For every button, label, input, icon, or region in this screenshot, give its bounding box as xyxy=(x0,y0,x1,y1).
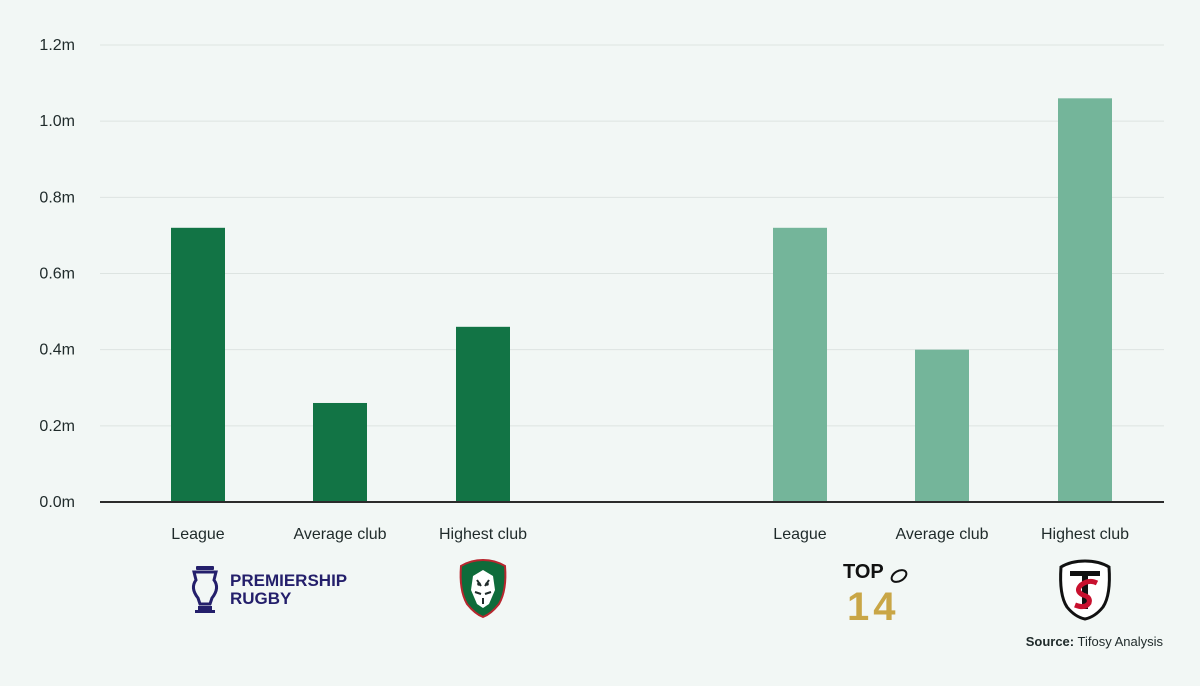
source-text: Tifosy Analysis xyxy=(1074,634,1164,649)
bars xyxy=(171,98,1112,503)
category-label: League xyxy=(773,526,826,543)
category-labels: League Average club Highest club League Aver… xyxy=(171,526,1129,543)
source-note: Source: Tifosy Analysis xyxy=(1026,634,1163,649)
category-label: Average club xyxy=(293,526,386,543)
y-tick-label: 0.2m xyxy=(39,418,75,435)
category-label: Highest club xyxy=(1041,526,1129,543)
rugby-ball-icon xyxy=(890,569,908,583)
leicester-tigers-crest xyxy=(459,558,507,619)
y-axis-tick-labels: 0.0m 0.2m 0.4m 0.6m 0.8m 1.0m 1.2m xyxy=(39,37,75,511)
premiership-logo-line2: RUGBY xyxy=(230,589,292,608)
bar-premiership-average-club xyxy=(313,402,367,502)
category-label: Highest club xyxy=(439,526,527,543)
y-tick-label: 1.2m xyxy=(39,37,75,54)
top-14-logo: TOP 14 xyxy=(843,561,908,629)
y-tick-label: 0.8m xyxy=(39,189,75,206)
top14-logo-line2: 14 xyxy=(847,585,900,629)
source-label: Source: xyxy=(1025,634,1075,649)
bar-premiership-league xyxy=(171,227,225,503)
y-tick-label: 1.0m xyxy=(39,113,75,130)
gridlines xyxy=(100,44,1164,427)
bar-top14-average-club xyxy=(915,349,969,502)
stade-toulousain-crest xyxy=(1059,559,1111,621)
category-label: Average club xyxy=(895,526,988,543)
bar-top14-highest-club xyxy=(1058,98,1112,503)
bar-premiership-highest-club xyxy=(456,326,510,502)
y-tick-label: 0.0m xyxy=(39,494,75,511)
premiership-logo-line1: PREMIERSHIP xyxy=(230,571,347,590)
trophy-icon xyxy=(191,566,219,613)
y-tick-label: 0.4m xyxy=(39,342,75,359)
premiership-rugby-logo: PREMIERSHIP RUGBY xyxy=(191,566,347,613)
category-label: League xyxy=(171,526,224,543)
bar-top14-league xyxy=(773,227,827,503)
top14-logo-line1: TOP xyxy=(843,561,884,583)
y-tick-label: 0.6m xyxy=(39,266,75,283)
